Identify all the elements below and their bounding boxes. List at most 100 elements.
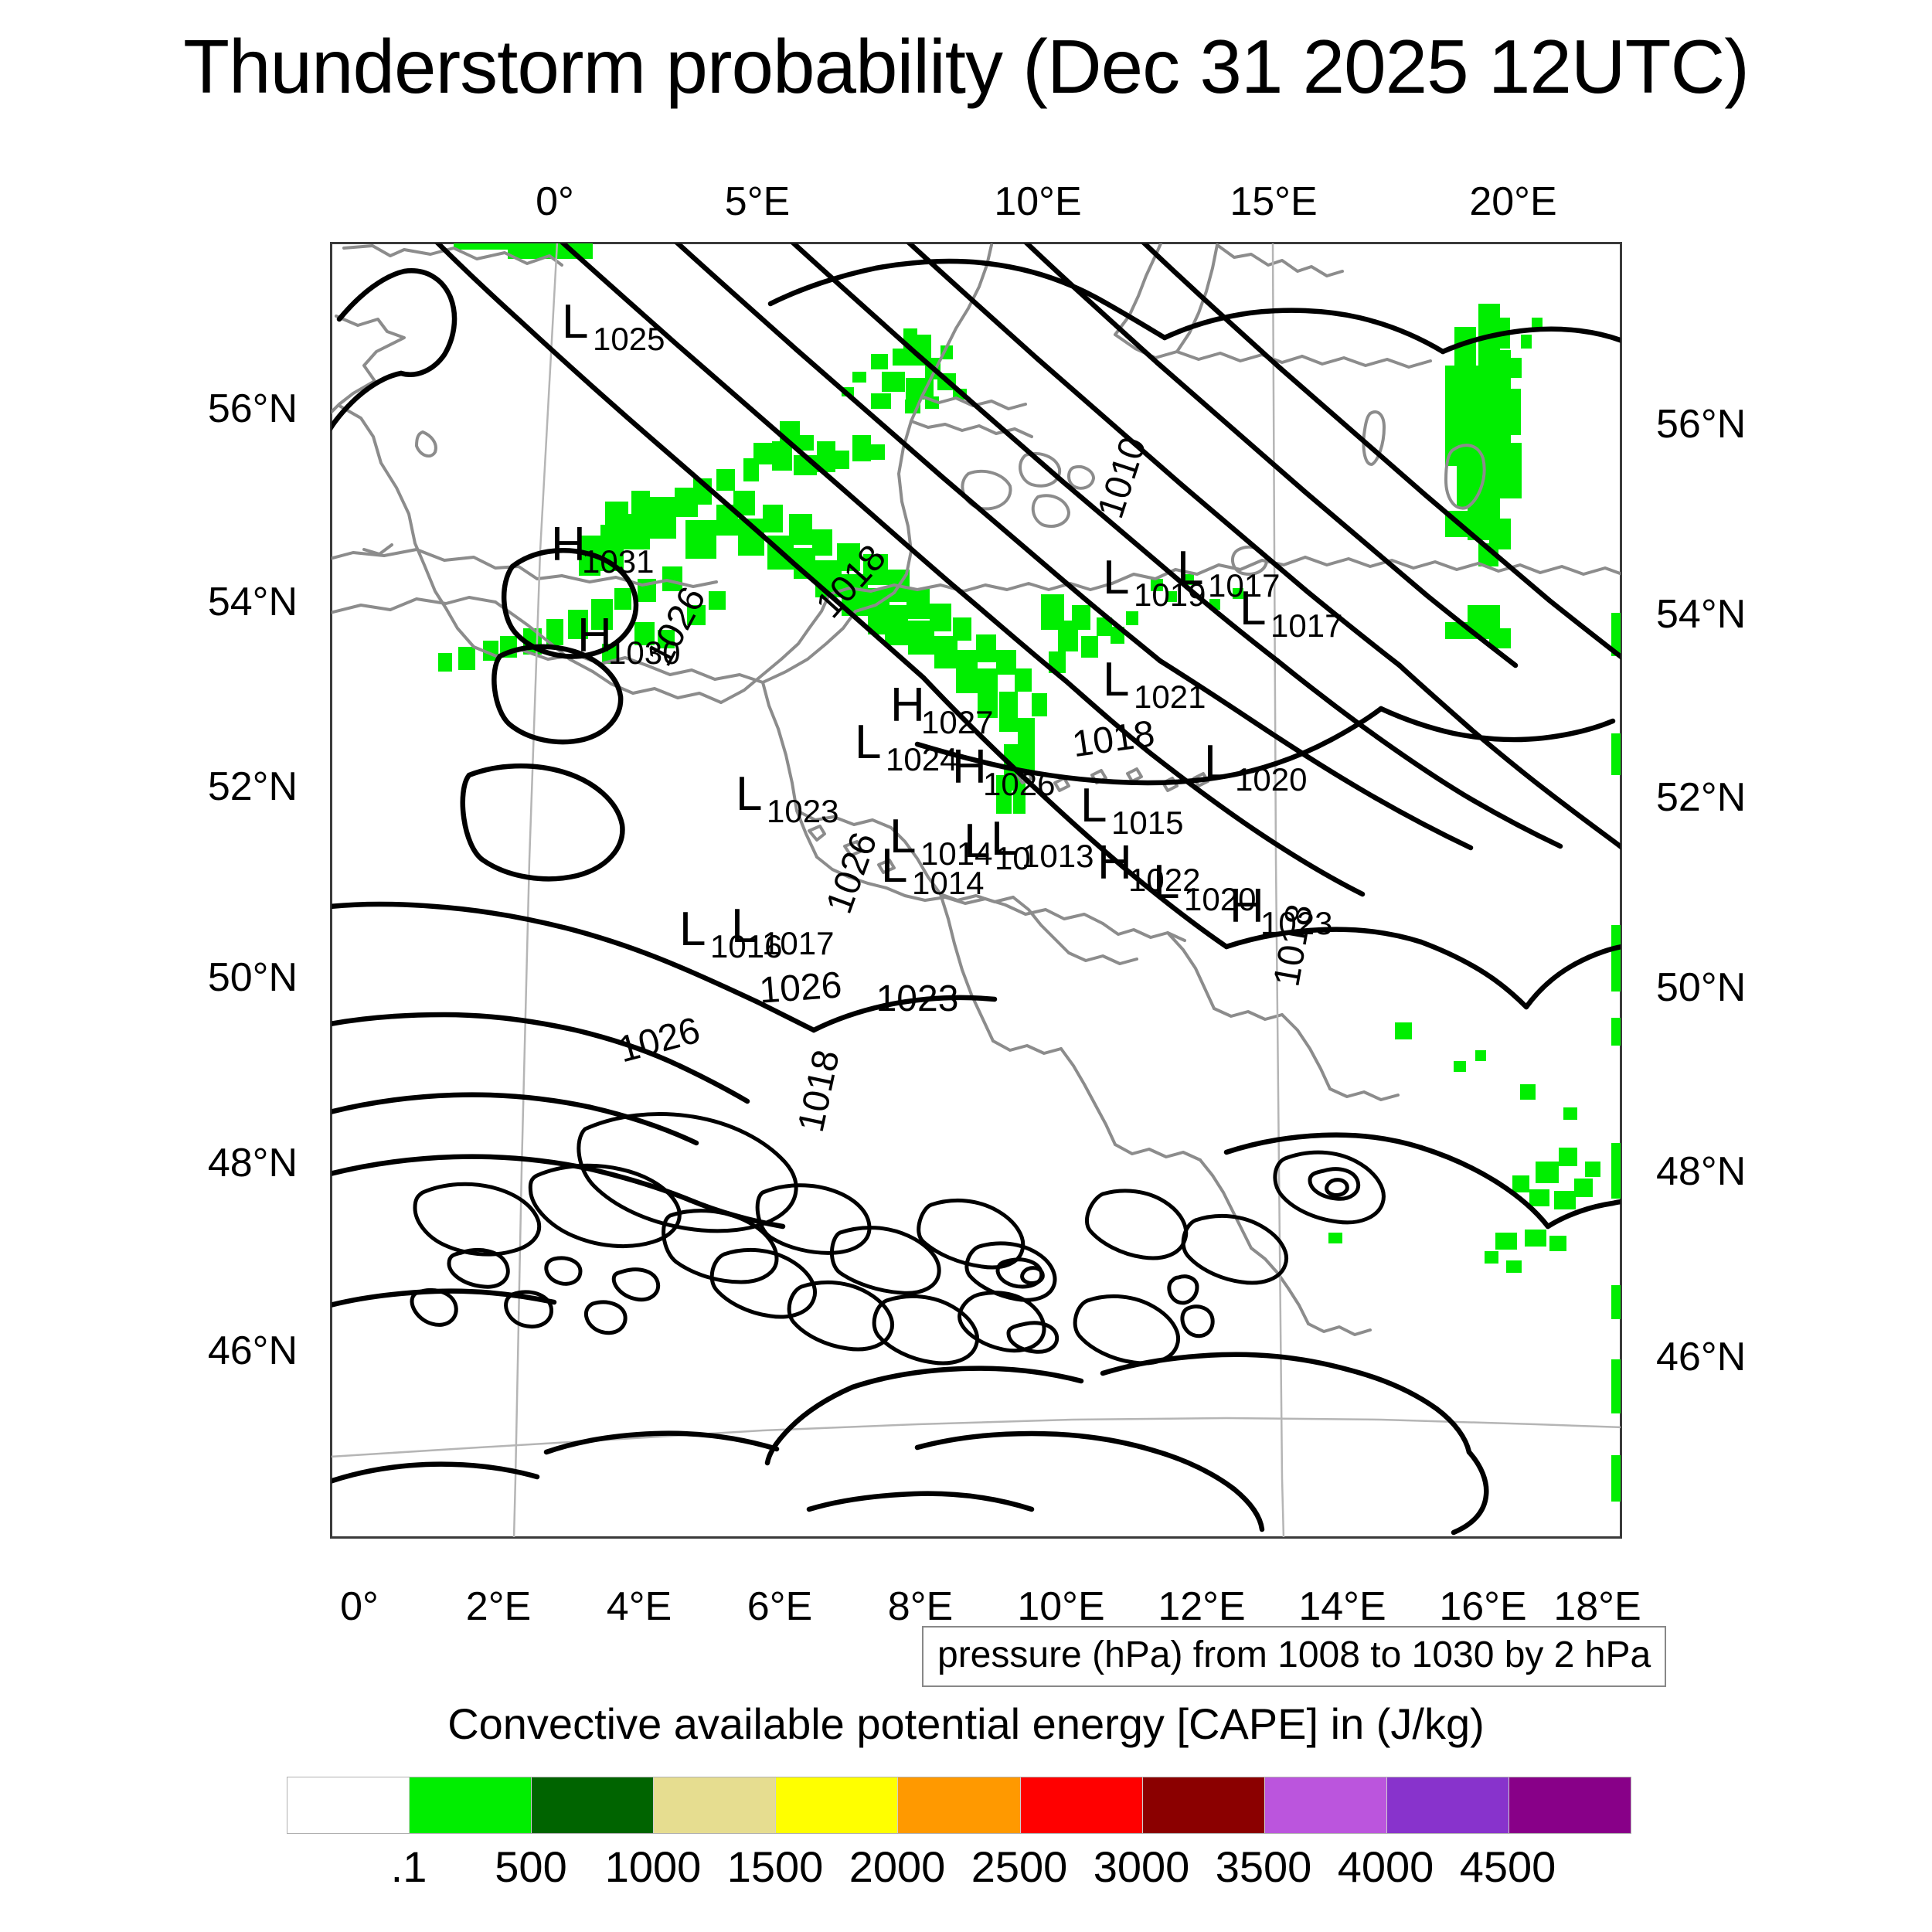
pressure-marker-l-9: L 1021: [1103, 653, 1206, 715]
colorbar-tick-1: 500: [495, 1842, 567, 1891]
marker-value: 1015: [1111, 804, 1183, 841]
contour-label-5: 1026: [758, 964, 843, 1011]
graticule: [332, 243, 1621, 1537]
pressure-marker-l-18: L 1013: [991, 812, 1094, 874]
marker-letter: L: [1103, 551, 1129, 604]
colorbar-swatch-3[interactable]: [653, 1777, 776, 1833]
marker-letter: L: [731, 900, 757, 953]
marker-letter: L: [1177, 542, 1203, 595]
axis-tick-bottom-8: 16°E: [1439, 1584, 1527, 1629]
contour-label-7: 1023: [876, 978, 959, 1019]
axis-tick-top-1: 5°E: [724, 179, 791, 224]
isobars-layer: [332, 243, 1621, 1536]
colorbar-tick-7: 3500: [1215, 1842, 1312, 1891]
axis-tick-bottom-2: 4°E: [606, 1584, 672, 1629]
pressure-marker-l-15: L 1015: [1080, 779, 1183, 841]
marker-value: 1016: [710, 928, 782, 964]
pressure-marker-l-23: L 1016: [679, 903, 782, 964]
colorbar-swatch-9[interactable]: [1386, 1777, 1509, 1833]
pressure-marker-l-11: L 1024: [855, 716, 957, 777]
pressure-marker-l-6: L 1019: [1103, 551, 1206, 613]
cape-colorbar-ticks: .1 500 1000 1500 2000 2500 3000 3500 4000 4500: [287, 1842, 1630, 1896]
marker-value: 1017: [1208, 567, 1280, 604]
marker-letter: L: [1153, 855, 1179, 909]
marker-letter: L: [964, 815, 990, 868]
pressure-marker-l-19: L 1014: [881, 839, 984, 901]
pressure-marker-l-1: L 1025: [562, 295, 665, 357]
pressure-markers: L1021L1025H1031H1030L1008L1L1019L1017L10…: [551, 295, 1342, 964]
pressure-legend-box: pressure (hPa) from 1008 to 1030 by 2 hP…: [922, 1626, 1667, 1687]
axis-tick-left-1: 54°N: [207, 580, 298, 624]
axis-tick-bottom-5: 10°E: [1017, 1584, 1105, 1629]
axis-tick-right-5: 46°N: [1656, 1335, 1747, 1379]
colorbar-tick-4: 2000: [849, 1842, 946, 1891]
colorbar-tick-0: .1: [390, 1842, 427, 1891]
colorbar-tick-6: 3000: [1093, 1842, 1190, 1891]
colorbar-swatch-8[interactable]: [1264, 1777, 1386, 1833]
marker-letter: H: [890, 679, 925, 732]
colorbar-swatch-7[interactable]: [1141, 1777, 1264, 1833]
pressure-marker-l-21: L 1020: [1153, 855, 1256, 917]
pressure-marker-l-7: L 1017: [1177, 542, 1280, 604]
marker-letter: L: [1240, 582, 1266, 635]
marker-value: 1021: [1134, 679, 1206, 715]
axis-tick-left-5: 46°N: [207, 1328, 298, 1373]
pressure-marker-l-17: L 10: [964, 815, 1031, 876]
colorbar-swatch-10[interactable]: [1508, 1777, 1631, 1833]
marker-value: 1023: [1260, 905, 1332, 941]
marker-letter: L: [889, 810, 916, 863]
pressure-legend-text: pressure (hPa) from 1008 to 1030 by 2 hP…: [937, 1634, 1651, 1675]
pressure-marker-l-16: L 1014: [889, 810, 992, 872]
axis-tick-top-3: 15°E: [1230, 179, 1318, 224]
marker-value: 1020: [1235, 761, 1307, 798]
marker-value: 1014: [920, 835, 992, 872]
map-canvas: L1021L1025H1031H1030L1008L1L1019L1017L10…: [332, 243, 1621, 1537]
colorbar-swatch-4[interactable]: [775, 1777, 898, 1833]
colorbar-swatch-2[interactable]: [531, 1777, 654, 1833]
marker-letter: L: [855, 716, 881, 769]
colorbar-swatch-5[interactable]: [897, 1777, 1020, 1833]
cape-shading: [438, 243, 1621, 1502]
axis-tick-bottom-1: 2°E: [465, 1584, 532, 1629]
marker-letter: H: [1230, 879, 1264, 933]
marker-letter: L: [736, 767, 762, 821]
page-title: Thunderstorm probability (Dec 31 2025 12…: [183, 24, 1750, 109]
axis-tick-bottom-4: 8°E: [887, 1584, 954, 1629]
axis-tick-top-0: 0°: [536, 179, 574, 224]
marker-letter: H: [1097, 836, 1132, 889]
marker-letter: L: [1204, 736, 1230, 789]
axis-tick-bottom-6: 12°E: [1158, 1584, 1246, 1629]
marker-letter: L: [1103, 653, 1129, 706]
colorbar-swatch-6[interactable]: [1019, 1777, 1142, 1833]
colorbar-swatch-0[interactable]: [287, 1777, 410, 1833]
marker-value: 1027: [921, 704, 993, 740]
colorbar-swatch-1[interactable]: [409, 1777, 532, 1833]
pressure-marker-l-13: L 1020: [1204, 736, 1307, 798]
contour-label-4: 1026: [818, 827, 885, 918]
axis-tick-top-4: 20°E: [1469, 179, 1557, 224]
colorbar-tick-2: 1000: [604, 1842, 702, 1891]
colorbar-tick-3: 1500: [726, 1842, 824, 1891]
contour-label-8: 1018: [791, 1046, 848, 1135]
marker-value: 1014: [912, 865, 984, 901]
marker-value: 10: [995, 840, 1031, 876]
marker-value: 1031: [582, 543, 654, 580]
cape-colorbar[interactable]: [287, 1777, 1631, 1834]
axis-tick-right-1: 54°N: [1656, 592, 1747, 637]
map-panel: L1021L1025H1031H1030L1008L1L1019L1017L10…: [330, 242, 1622, 1539]
axis-tick-bottom-3: 6°E: [747, 1584, 813, 1629]
contour-label-3: 1018: [1070, 713, 1157, 765]
coastlines-layer: [332, 243, 1621, 1336]
marker-value: 1013: [1022, 838, 1094, 874]
marker-value: 1022: [1128, 862, 1200, 898]
colorbar-tick-9: 4500: [1459, 1842, 1556, 1891]
axis-tick-bottom-9: 18°E: [1553, 1584, 1641, 1629]
marker-value: 1030: [608, 634, 680, 671]
